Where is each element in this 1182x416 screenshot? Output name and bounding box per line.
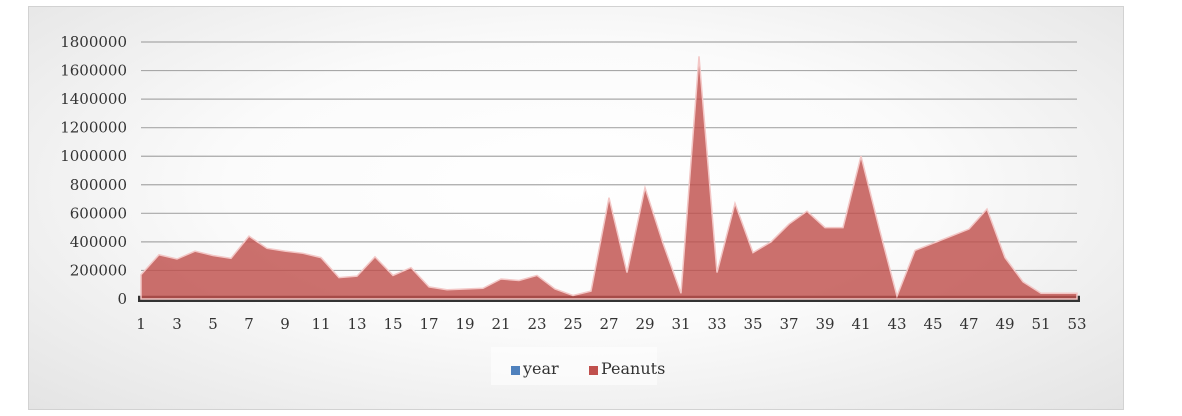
x-tick-label: 39: [815, 315, 834, 333]
x-tick-label: 23: [527, 315, 546, 333]
x-tick-label: 15: [383, 315, 402, 333]
series-areas: [138, 56, 1080, 302]
x-tick-label: 3: [172, 315, 182, 333]
y-tick-label: 200000: [70, 261, 127, 279]
x-tick-label: 1: [136, 315, 146, 333]
y-tick-label: 1800000: [60, 33, 127, 51]
y-tick-label: 600000: [70, 204, 127, 222]
x-tick-label: 33: [707, 315, 726, 333]
x-tick-label: 13: [347, 315, 366, 333]
y-tick-label: 1200000: [60, 119, 127, 137]
x-tick-label: 25: [563, 315, 582, 333]
x-tick-label: 5: [208, 315, 218, 333]
x-tick-label: 17: [419, 315, 438, 333]
legend-label-year: year: [522, 359, 559, 378]
legend-swatch-Peanuts: [589, 366, 598, 375]
y-axis: 0 200000 400000 600000 800000 1000000 1200000 1…: [60, 33, 127, 308]
x-tick-label: 31: [671, 315, 690, 333]
x-tick-label: 47: [959, 315, 978, 333]
x-tick-label: 49: [995, 315, 1014, 333]
legend-swatch-year: [511, 366, 520, 375]
area-chart: 0 200000 400000 600000 800000 1000000 1200000 1…: [60, 33, 1087, 385]
x-tick-label: 43: [887, 315, 906, 333]
x-tick-label: 29: [635, 315, 654, 333]
x-tick-label: 51: [1031, 315, 1050, 333]
x-tick-label: 9: [280, 315, 290, 333]
x-tick-label: 27: [599, 315, 618, 333]
x-tick-label: 35: [743, 315, 762, 333]
y-tick-label: 800000: [70, 176, 127, 194]
x-tick-label: 45: [923, 315, 942, 333]
y-tick-label: 1000000: [60, 147, 127, 165]
x-tick-label: 19: [455, 315, 474, 333]
chart-area: 0 200000 400000 600000 800000 1000000 1200000 1…: [28, 6, 1124, 410]
legend: year Peanuts: [491, 347, 665, 385]
y-tick-label: 0: [117, 290, 127, 308]
x-tick-label: 37: [779, 315, 798, 333]
legend-label-Peanuts: Peanuts: [601, 359, 665, 378]
x-tick-label: 53: [1067, 315, 1086, 333]
x-tick-label: 11: [311, 315, 330, 333]
x-axis: 1 3 5 7 9 11 13 15 17 19 21 23 25 27 29 31 33 35 37 39 41 43 4…: [136, 315, 1086, 333]
x-tick-label: 7: [244, 315, 254, 333]
y-tick-label: 1400000: [60, 90, 127, 108]
series-area-Peanuts: [140, 56, 1078, 300]
x-tick-label: 21: [491, 315, 510, 333]
y-tick-label: 1600000: [60, 62, 127, 80]
y-tick-label: 400000: [70, 233, 127, 251]
x-tick-label: 41: [851, 315, 870, 333]
